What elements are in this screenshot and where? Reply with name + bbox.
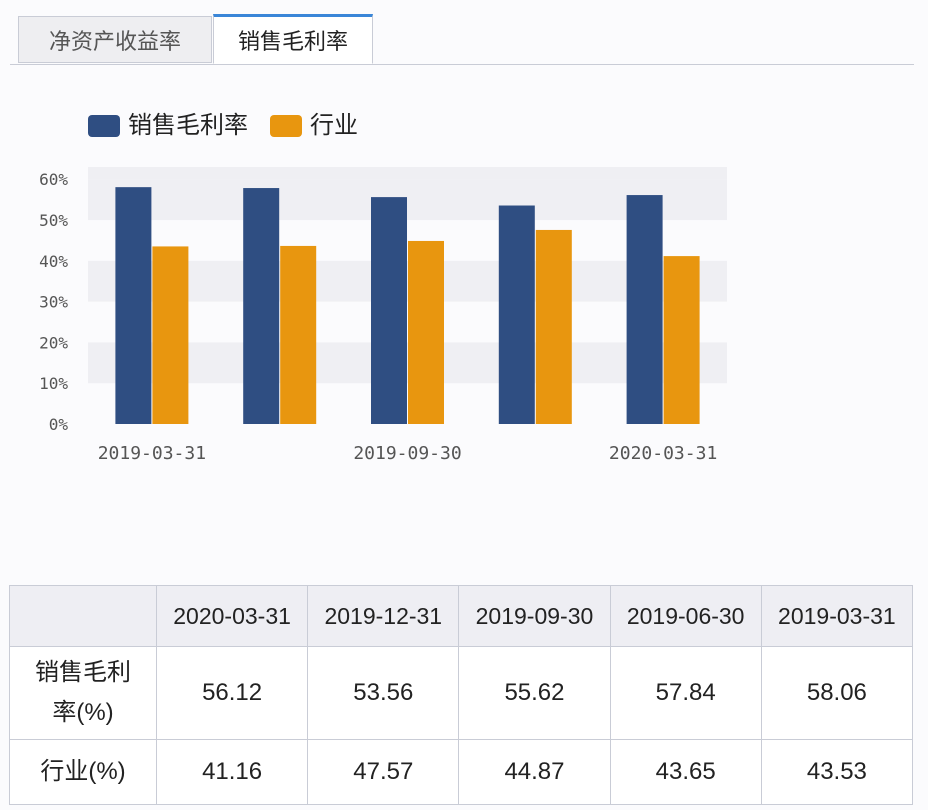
table-header-cell: 2019-12-31 bbox=[307, 585, 460, 647]
chart-svg: 0% 10% 20% 30% 40% 50% 60% 2019-03-31 2019-09-30… bbox=[39, 111, 727, 464]
tab-bar: 净资产收益率 销售毛利率 bbox=[10, 14, 914, 65]
table-cell: 43.65 bbox=[609, 739, 762, 805]
x-tick-label: 2019-09-30 bbox=[353, 443, 461, 464]
row-label-line: 销售毛利 bbox=[35, 659, 131, 686]
y-tick-label: 10% bbox=[39, 374, 68, 393]
legend-label: 行业 bbox=[310, 111, 358, 139]
table-row: 销售毛利 率(%) 56.12 53.56 55.62 57.84 58.06 bbox=[9, 646, 914, 740]
bar-industry bbox=[663, 256, 700, 424]
data-table: 2020-03-31 2019-12-31 2019-09-30 2019-06… bbox=[9, 585, 914, 805]
table-cell: 56.12 bbox=[155, 646, 309, 740]
bar-gross-margin bbox=[371, 197, 407, 424]
table-cell: 41.16 bbox=[155, 739, 309, 805]
table-row: 行业(%) 41.16 47.57 44.87 43.65 43.53 bbox=[9, 739, 914, 805]
y-tick-label: 50% bbox=[39, 211, 68, 230]
grid-band bbox=[88, 342, 727, 384]
bar-industry bbox=[152, 246, 189, 424]
legend-swatch bbox=[88, 115, 120, 137]
x-tick-label: 2019-03-31 bbox=[98, 443, 206, 464]
bar-industry bbox=[535, 229, 572, 424]
bar-gross-margin bbox=[115, 187, 152, 424]
legend-swatch bbox=[270, 115, 302, 137]
table-cell: 57.84 bbox=[609, 646, 762, 740]
table-header-cell: 2019-09-30 bbox=[458, 585, 611, 647]
table-header-row: 2020-03-31 2019-12-31 2019-09-30 2019-06… bbox=[9, 585, 914, 647]
bar-gross-margin bbox=[498, 205, 535, 424]
y-tick-label: 60% bbox=[39, 170, 68, 189]
table-cell: 43.53 bbox=[760, 739, 914, 805]
table-cell: 53.56 bbox=[307, 646, 460, 740]
legend-label: 销售毛利率 bbox=[128, 111, 248, 139]
bar-gross-margin bbox=[243, 188, 280, 424]
tab-roe[interactable]: 净资产收益率 bbox=[18, 16, 212, 63]
table-header-corner bbox=[9, 585, 157, 647]
x-tick-label: 2020-03-31 bbox=[609, 443, 717, 464]
y-tick-label: 40% bbox=[39, 252, 68, 271]
y-tick-label: 20% bbox=[39, 333, 68, 352]
table-cell: 55.62 bbox=[458, 646, 611, 740]
grid-band bbox=[88, 260, 727, 302]
grid-band bbox=[88, 167, 727, 180]
table-cell: 47.57 bbox=[307, 739, 460, 805]
bar-industry bbox=[408, 240, 444, 424]
table-cell: 44.87 bbox=[458, 739, 611, 805]
grid-band bbox=[88, 179, 727, 221]
gross-margin-chart: 0% 10% 20% 30% 40% 50% 60% 2019-03-31 2019-09-30… bbox=[0, 95, 928, 485]
table-header-cell: 2019-06-30 bbox=[609, 585, 762, 647]
table-header-cell: 2020-03-31 bbox=[155, 585, 309, 647]
row-label-industry: 行业(%) bbox=[9, 739, 157, 805]
row-label-gross-margin: 销售毛利 率(%) bbox=[9, 646, 157, 740]
bar-industry bbox=[280, 245, 317, 424]
row-label-line: 率(%) bbox=[52, 699, 114, 726]
table-header-cell: 2019-03-31 bbox=[760, 585, 914, 647]
y-tick-label: 30% bbox=[39, 293, 68, 312]
y-tick-label: 0% bbox=[49, 415, 69, 434]
bar-gross-margin bbox=[626, 195, 663, 424]
table-cell: 58.06 bbox=[760, 646, 914, 740]
tab-gross-margin[interactable]: 销售毛利率 bbox=[213, 14, 373, 64]
